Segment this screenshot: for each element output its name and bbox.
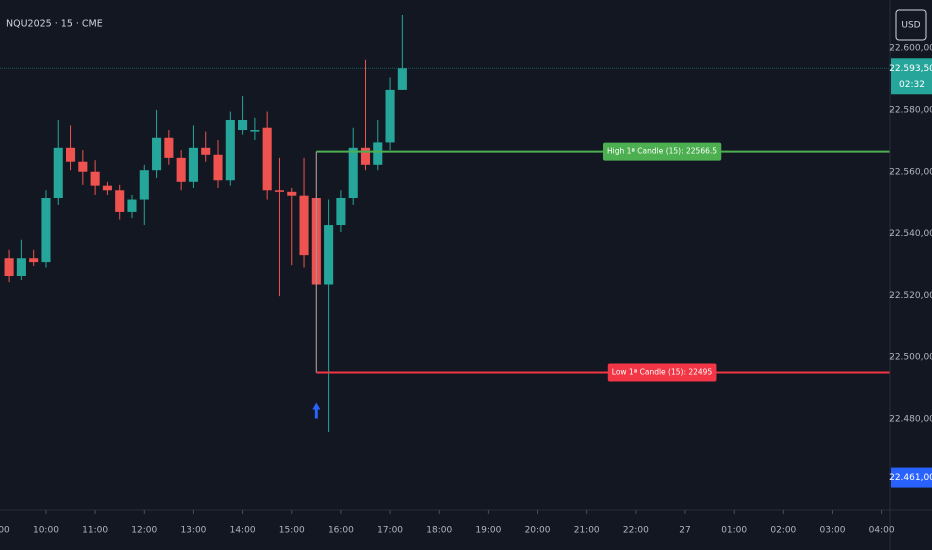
level-label-box — [607, 363, 717, 382]
candle-body — [360, 147, 371, 165]
y-tick-label: 22.480,00 — [889, 414, 932, 424]
last-price-box — [891, 58, 932, 95]
plot-area: High 1ª Candle (15): 22566.5 Low 1ª Candl… — [0, 14, 890, 433]
candle-body — [324, 225, 334, 285]
x-tick-label: 19:00 — [475, 526, 501, 536]
marker-price-box — [891, 467, 932, 488]
x-tick-label: 02:00 — [770, 526, 796, 536]
countdown-label: 02:32 — [899, 80, 925, 90]
candle-body — [53, 147, 63, 199]
x-tick-label: 20:00 — [525, 526, 551, 536]
y-tick-label: 22.500,00 — [889, 353, 932, 363]
x-tick-label: 04:00 — [869, 526, 895, 536]
x-tick-label: 15:00 — [279, 526, 305, 536]
candle-body — [213, 154, 223, 181]
x-tick-label: 14:00 — [230, 526, 256, 536]
x-tick-label: 13:00 — [180, 526, 206, 536]
level-label-text: Low 1ª Candle (15): 22495 — [612, 368, 713, 377]
candle-body — [176, 157, 186, 182]
candle-body — [152, 137, 162, 171]
candle-body — [397, 68, 407, 90]
candle-body — [201, 147, 211, 155]
x-tick-label: 12:00 — [131, 526, 157, 536]
x-tick-label: 21:00 — [574, 526, 600, 536]
candle-body — [225, 120, 235, 181]
x-tick-label: 18:00 — [426, 526, 452, 536]
signal-arrow — [312, 402, 321, 419]
candle-body — [127, 199, 137, 212]
y-tick-label: 22.520,00 — [889, 291, 932, 301]
candle-body — [250, 130, 260, 132]
level-label: High 1ª Candle (15): 22566.5 — [602, 142, 722, 161]
x-tick-label: 10:00 — [33, 526, 59, 536]
candle-body — [373, 142, 383, 165]
level-label: Low 1ª Candle (15): 22495 — [607, 363, 717, 382]
x-tick-label: 01:00 — [721, 526, 747, 536]
candle-body — [348, 147, 358, 199]
x-tick-label: 16:00 — [328, 526, 354, 536]
candle-body — [16, 258, 26, 277]
marker-price-label: 22.461,00 — [889, 473, 932, 483]
currency-label[interactable]: USD — [901, 21, 920, 31]
level-label-text: High 1ª Candle (15): 22566.5 — [607, 147, 717, 156]
candle-body — [336, 198, 346, 226]
candle-body — [238, 120, 248, 131]
candle-body — [385, 89, 395, 143]
candle-body — [90, 171, 100, 186]
candle-body — [299, 195, 309, 256]
x-tick-label: 17:00 — [377, 526, 403, 536]
x-tick-label: 09:00 — [0, 526, 10, 536]
candle-body — [188, 147, 198, 182]
last-price-label: 22.593,50 — [889, 64, 932, 74]
currency-box[interactable] — [895, 9, 927, 41]
axes: 22.480,00 22.500,00 22.520,00 22.540,00 22.5… — [0, 44, 932, 536]
candle-body — [274, 190, 285, 192]
candle-body — [262, 127, 272, 191]
y-tick-label: 22.560,00 — [889, 167, 932, 177]
chart-title: NQU2025 · 15 · CME — [6, 19, 103, 30]
candle-body — [287, 191, 297, 196]
candle-body — [78, 161, 88, 172]
candle-body — [164, 137, 174, 158]
level-label-box — [602, 142, 722, 161]
y-tick-label: 22.540,00 — [889, 229, 932, 239]
candle-body — [65, 147, 76, 162]
x-tick-label: 27 — [679, 526, 690, 536]
x-tick-label: 03:00 — [820, 526, 846, 536]
candle-body — [139, 170, 149, 200]
x-tick-label: 22:00 — [623, 526, 649, 536]
y-tick-label: 22.600,00 — [889, 44, 932, 54]
y-tick-label: 22.580,00 — [889, 105, 932, 115]
candle-body — [115, 190, 125, 212]
candle-body — [4, 258, 14, 277]
candle-body — [41, 198, 51, 263]
x-tick-label: 11:00 — [82, 526, 108, 536]
candle-body — [102, 185, 112, 191]
candle-body — [29, 258, 39, 263]
